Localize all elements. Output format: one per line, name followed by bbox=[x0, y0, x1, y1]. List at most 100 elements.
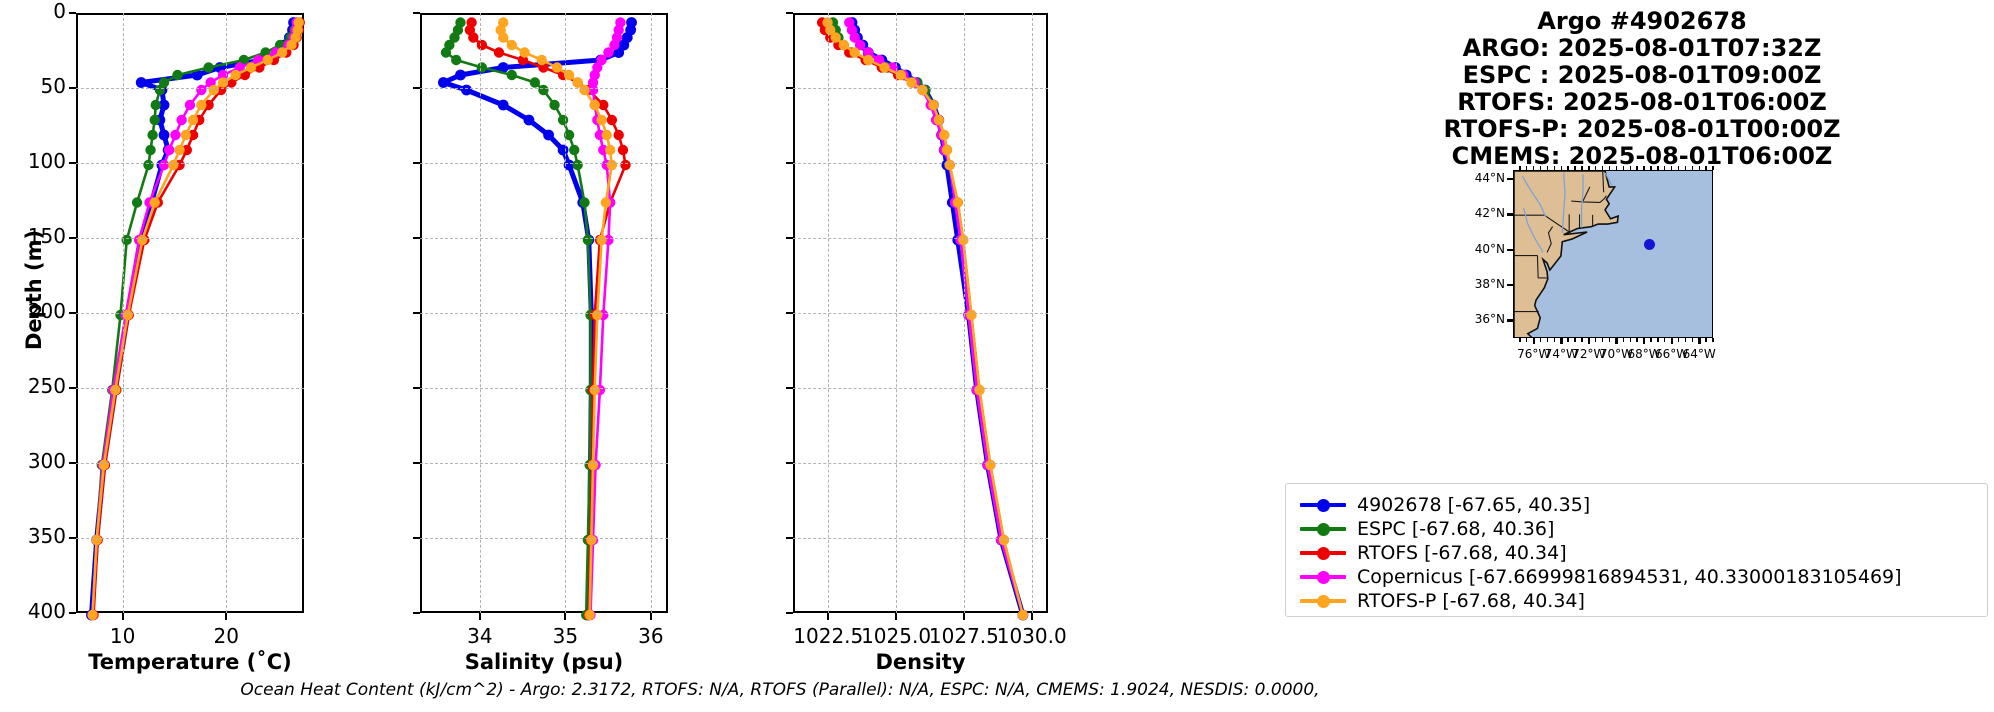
map-minor-tickmark bbox=[1670, 338, 1673, 342]
map-minor-tickmark bbox=[1705, 338, 1707, 342]
legend-item-undefined[interactable]: ESPC [-67.68, 40.36] bbox=[1300, 517, 1554, 541]
grid-line-v bbox=[565, 13, 567, 613]
map-lat-label: 42°N bbox=[1474, 206, 1505, 221]
series-marker bbox=[563, 129, 575, 141]
title-line-4: RTOFS-P: 2025-08-01T00:00Z bbox=[1443, 115, 1841, 143]
series-marker bbox=[87, 609, 98, 621]
series-marker bbox=[598, 99, 609, 111]
series-marker bbox=[217, 77, 229, 88]
x-tick-label: 34 bbox=[467, 624, 493, 648]
series-marker bbox=[184, 99, 196, 111]
map-minor-tickmark bbox=[1712, 338, 1714, 342]
title-line-3: RTOFS: 2025-08-01T06:00Z bbox=[1457, 88, 1827, 116]
river-line bbox=[1561, 172, 1566, 233]
series-marker bbox=[944, 159, 955, 171]
map-minor-tickmark bbox=[1581, 338, 1583, 342]
series-marker bbox=[529, 77, 541, 88]
x-tick-label: 20 bbox=[213, 624, 239, 648]
series-marker bbox=[449, 32, 460, 43]
map-minor-tickmark bbox=[1615, 166, 1618, 170]
map-minor-tickmark bbox=[1677, 338, 1680, 342]
series-marker bbox=[582, 234, 594, 246]
y-tick-label: 400 bbox=[27, 599, 66, 623]
series-marker bbox=[262, 54, 273, 66]
series-marker bbox=[149, 197, 160, 208]
river-line bbox=[1523, 207, 1544, 253]
series-marker bbox=[506, 39, 517, 51]
grid-line-v bbox=[1031, 13, 1033, 613]
y-tickmark bbox=[786, 387, 793, 389]
series-marker bbox=[158, 99, 170, 111]
series-marker bbox=[137, 234, 148, 246]
map-minor-tickmark bbox=[1526, 166, 1528, 170]
series-marker bbox=[939, 129, 950, 141]
state-border-line bbox=[1582, 186, 1591, 202]
grid-line-h bbox=[420, 163, 668, 164]
legend-item-undefined[interactable]: Copernicus [-67.66999816894531, 40.33000… bbox=[1300, 565, 1902, 589]
legend-item-label: RTOFS [-67.68, 40.34] bbox=[1357, 542, 1567, 564]
series-marker bbox=[536, 54, 547, 66]
map-minor-tickmark bbox=[1532, 166, 1535, 170]
map-minor-tickmark bbox=[1519, 166, 1521, 170]
series-marker bbox=[455, 69, 466, 81]
map-minor-tickmark bbox=[1698, 338, 1700, 342]
x-axis-label-salinity: Salinity (psu) bbox=[464, 650, 624, 674]
series-line-4902678 bbox=[849, 20, 1026, 618]
series-marker bbox=[606, 159, 618, 171]
y-tickmark bbox=[413, 537, 420, 539]
y-tickmark bbox=[413, 162, 420, 164]
map-lat-label: 40°N bbox=[1474, 241, 1505, 256]
legend-marker-dot-icon bbox=[1316, 522, 1330, 536]
map-minor-tickmark bbox=[1581, 166, 1583, 170]
salinity-series-svg bbox=[437, 17, 637, 621]
legend-item-undefined[interactable]: RTOFS [-67.68, 40.34] bbox=[1300, 541, 1567, 565]
line-marker-icon bbox=[1300, 522, 1346, 536]
series-marker bbox=[604, 144, 616, 156]
series-marker bbox=[863, 47, 874, 58]
map-minor-tickmark bbox=[1698, 166, 1700, 170]
series-marker bbox=[1017, 609, 1029, 621]
map-minor-tickmark bbox=[1622, 338, 1625, 342]
series-marker bbox=[601, 129, 612, 141]
series-marker bbox=[519, 47, 530, 58]
map-minor-tickmark bbox=[1553, 338, 1556, 342]
series-marker bbox=[147, 129, 158, 141]
series-marker bbox=[158, 159, 170, 171]
legend-item-undefined[interactable]: 4902678 [-67.65, 40.35] bbox=[1300, 493, 1590, 517]
x-tick-label: 1027.5 bbox=[928, 624, 999, 648]
temperature-series-svg bbox=[86, 17, 305, 621]
grid-line-h bbox=[793, 313, 1048, 314]
map-lon-label: 72°W bbox=[1572, 347, 1606, 361]
map-lon-label: 74°W bbox=[1544, 347, 1578, 361]
map-lat-tickmark bbox=[1507, 177, 1513, 181]
x-tickmark bbox=[121, 613, 124, 620]
map-minor-tickmark bbox=[1560, 166, 1562, 170]
series-marker bbox=[191, 69, 203, 81]
grid-line-v bbox=[896, 13, 898, 613]
series-marker bbox=[476, 39, 488, 51]
legend-item-undefined[interactable]: RTOFS-P [-67.68, 40.34] bbox=[1300, 589, 1585, 613]
x-tick-label: 1022.5 bbox=[793, 624, 864, 648]
x-tickmark bbox=[895, 613, 898, 620]
map-lat-tickmark bbox=[1507, 319, 1513, 322]
series-marker bbox=[187, 129, 199, 141]
legend-item-label: Copernicus [-67.66999816894531, 40.33000… bbox=[1357, 566, 1902, 588]
series-marker bbox=[584, 609, 595, 621]
series-marker bbox=[620, 159, 631, 171]
map-minor-tickmark bbox=[1691, 166, 1693, 170]
map-minor-tickmark bbox=[1526, 338, 1528, 342]
grid-line-h bbox=[420, 238, 668, 239]
series-marker bbox=[170, 129, 181, 141]
series-marker bbox=[854, 39, 866, 51]
density-series-svg bbox=[816, 17, 1029, 621]
series-legend[interactable]: 4902678 [-67.65, 40.35] ESPC [-67.68, 40.… bbox=[1285, 483, 1988, 617]
y-tickmark bbox=[413, 87, 420, 89]
map-minor-tickmark bbox=[1643, 338, 1645, 342]
series-marker bbox=[849, 47, 860, 58]
map-lat-tickmark bbox=[1507, 248, 1513, 251]
series-marker bbox=[493, 47, 505, 58]
series-marker bbox=[957, 234, 969, 246]
grid-line-h bbox=[793, 238, 1048, 239]
series-marker bbox=[596, 234, 607, 246]
x-tick-label: 36 bbox=[638, 624, 664, 648]
